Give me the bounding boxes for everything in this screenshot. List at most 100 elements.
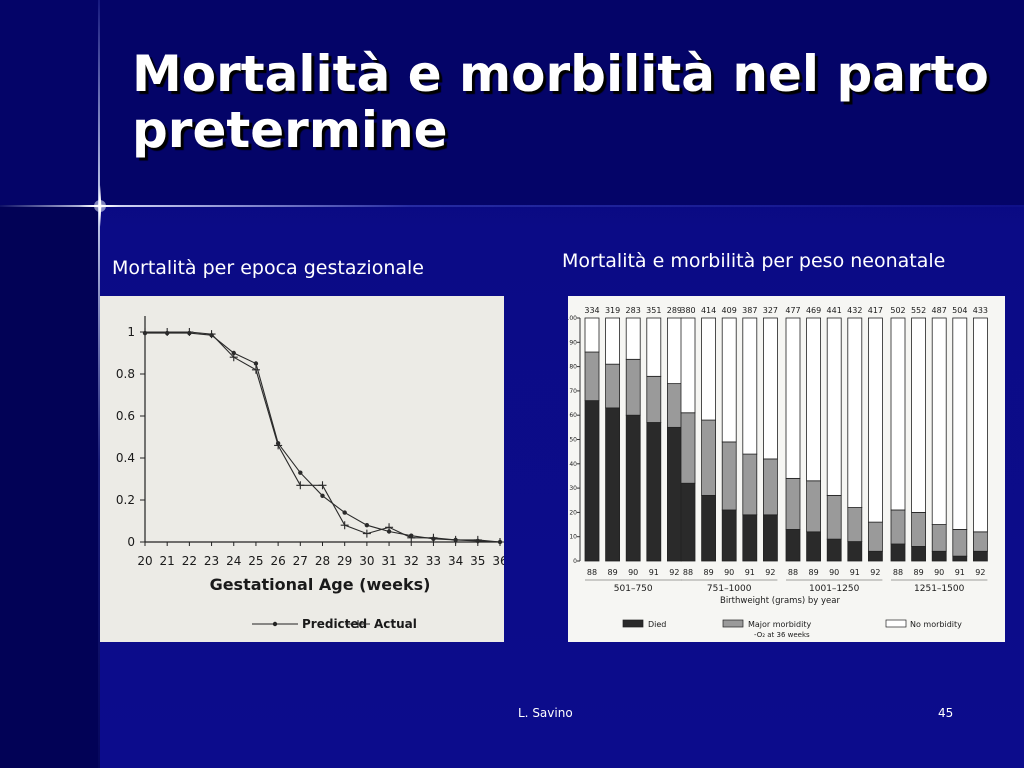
footer-author: L. Savino <box>518 706 573 720</box>
line-chart: 0 0.2 0.4 0.6 0.8 1 20 21 22 23 24 25 26 27 28 29 30 31 32… <box>116 316 504 631</box>
caption-birthweight-morbidity: Mortalità e morbilità per peso neonatale <box>562 250 946 272</box>
bar-segment-no-morbidity <box>584 317 600 353</box>
bar-count-label: 319 <box>605 306 620 315</box>
bar-segment-major-morbidity <box>867 521 883 552</box>
x-axis-title: Birthweight (grams) by year <box>720 596 841 606</box>
y-tick-label: 0.2 <box>116 493 135 507</box>
bar-count-label: 552 <box>911 306 926 315</box>
bar-segment-no-morbidity <box>721 317 737 443</box>
bar-segment-no-morbidity <box>867 317 883 523</box>
caption-gestational-mortality: Mortalità per epoca gestazionale <box>112 257 424 279</box>
x-tick-label: 27 <box>293 554 308 568</box>
y-tick-label: 20 <box>569 509 577 516</box>
data-point-actual <box>407 533 416 542</box>
x-axis-title: Gestational Age (weeks) <box>210 575 431 594</box>
bar-year-label: 88 <box>893 568 903 577</box>
bar-segment-major-morbidity <box>806 480 822 533</box>
data-point-actual <box>385 523 394 532</box>
bar-segment-no-morbidity <box>826 317 842 496</box>
bar-segment-died <box>867 550 883 562</box>
bar-segment-no-morbidity <box>931 317 947 525</box>
group-label: 501–750 <box>614 584 653 594</box>
data-point-actual <box>429 533 438 542</box>
bar-year-label: 89 <box>809 568 819 577</box>
bar-segment-died <box>785 529 801 562</box>
x-tick-label: 33 <box>426 554 441 568</box>
bar-count-label: 334 <box>584 306 599 315</box>
legend-label-died: Died <box>648 620 666 629</box>
x-tick-label: 26 <box>270 554 285 568</box>
bar-count-label: 351 <box>646 306 661 315</box>
bar-segment-major-morbidity <box>625 358 641 416</box>
bar-segment-died <box>584 400 600 562</box>
legend-marker-predicted <box>272 621 278 627</box>
bar-year-label: 92 <box>669 568 679 577</box>
bar-count-label: 502 <box>890 306 905 315</box>
bar-segment-no-morbidity <box>911 317 927 513</box>
bar-segment-died <box>890 543 906 562</box>
bar-year-label: 90 <box>934 568 944 577</box>
y-tick-label: 0 <box>573 558 577 565</box>
y-tick-label: 10 <box>569 534 577 541</box>
x-tick-label: 21 <box>160 554 175 568</box>
bar-segment-major-morbidity <box>952 529 968 557</box>
bar-year-label: 91 <box>745 568 755 577</box>
bar-segment-died <box>667 426 682 562</box>
bar-year-label: 91 <box>955 568 965 577</box>
legend-label-no-morbidity: No morbidity <box>910 620 962 629</box>
bar-year-label: 88 <box>683 568 693 577</box>
stacked-bar-chart: 0 10 20 30 40 50 60 70 80 90 100 334 88 319 89 283 90 351… <box>568 306 988 639</box>
x-tick-label: 34 <box>448 554 463 568</box>
bar-segment-no-morbidity <box>847 317 863 508</box>
bar-segment-major-morbidity <box>911 511 927 547</box>
y-tick-label: 80 <box>569 364 577 371</box>
bar-segment-no-morbidity <box>890 317 906 511</box>
bar-count-label: 409 <box>722 306 737 315</box>
bar-count-label: 417 <box>868 306 883 315</box>
bar-segment-no-morbidity <box>680 317 696 414</box>
data-point-predicted <box>231 350 236 356</box>
figure-birthweight-chart: 0 10 20 30 40 50 60 70 80 90 100 334 88 319 89 283 90 351… <box>568 296 1005 642</box>
x-tick-label: 35 <box>470 554 485 568</box>
bar-count-label: 327 <box>763 306 778 315</box>
y-tick-label: 90 <box>569 339 577 346</box>
data-point-actual <box>207 330 216 339</box>
bar-count-label: 441 <box>827 306 842 315</box>
y-tick-label: 0.4 <box>116 451 135 465</box>
bar-year-label: 88 <box>587 568 597 577</box>
y-tick-label: 30 <box>569 485 577 492</box>
y-tick-label: 40 <box>569 461 577 468</box>
bar-segment-died <box>646 422 662 562</box>
slide-title: Mortalità e morbilità nel parto pretermi… <box>132 45 989 159</box>
legend-label-actual: Actual <box>374 617 417 631</box>
data-point-actual <box>185 328 194 336</box>
bar-segment-no-morbidity <box>762 317 778 460</box>
data-point-predicted <box>386 529 392 534</box>
data-point-actual <box>340 521 349 530</box>
bar-year-label: 90 <box>628 568 638 577</box>
bar-segment-major-morbidity <box>785 477 801 530</box>
bar-segment-died <box>826 538 842 562</box>
x-tick-label: 29 <box>337 554 352 568</box>
bar-segment-major-morbidity <box>605 363 620 409</box>
y-tick-label: 0.8 <box>116 367 135 381</box>
y-tick-label: 0 <box>127 535 135 549</box>
bar-segment-major-morbidity <box>584 351 600 402</box>
group-label: 751–1000 <box>707 584 752 594</box>
y-tick-label: 100 <box>568 315 577 322</box>
bar-year-label: 91 <box>850 568 860 577</box>
bar-segment-died <box>911 546 927 562</box>
bar-segment-died <box>721 509 737 562</box>
bar-segment-no-morbidity <box>667 317 682 385</box>
bar-count-label: 432 <box>847 306 862 315</box>
bar-count-label: 487 <box>932 306 947 315</box>
group-label: 1251–1500 <box>914 584 965 594</box>
data-point-predicted <box>364 523 370 528</box>
bar-segment-no-morbidity <box>742 317 758 455</box>
y-tick-label: 60 <box>569 412 577 419</box>
bar-year-label: 89 <box>914 568 924 577</box>
bar-segment-major-morbidity <box>742 453 758 516</box>
bar-segment-major-morbidity <box>667 383 682 428</box>
bar-segment-no-morbidity <box>785 317 801 479</box>
